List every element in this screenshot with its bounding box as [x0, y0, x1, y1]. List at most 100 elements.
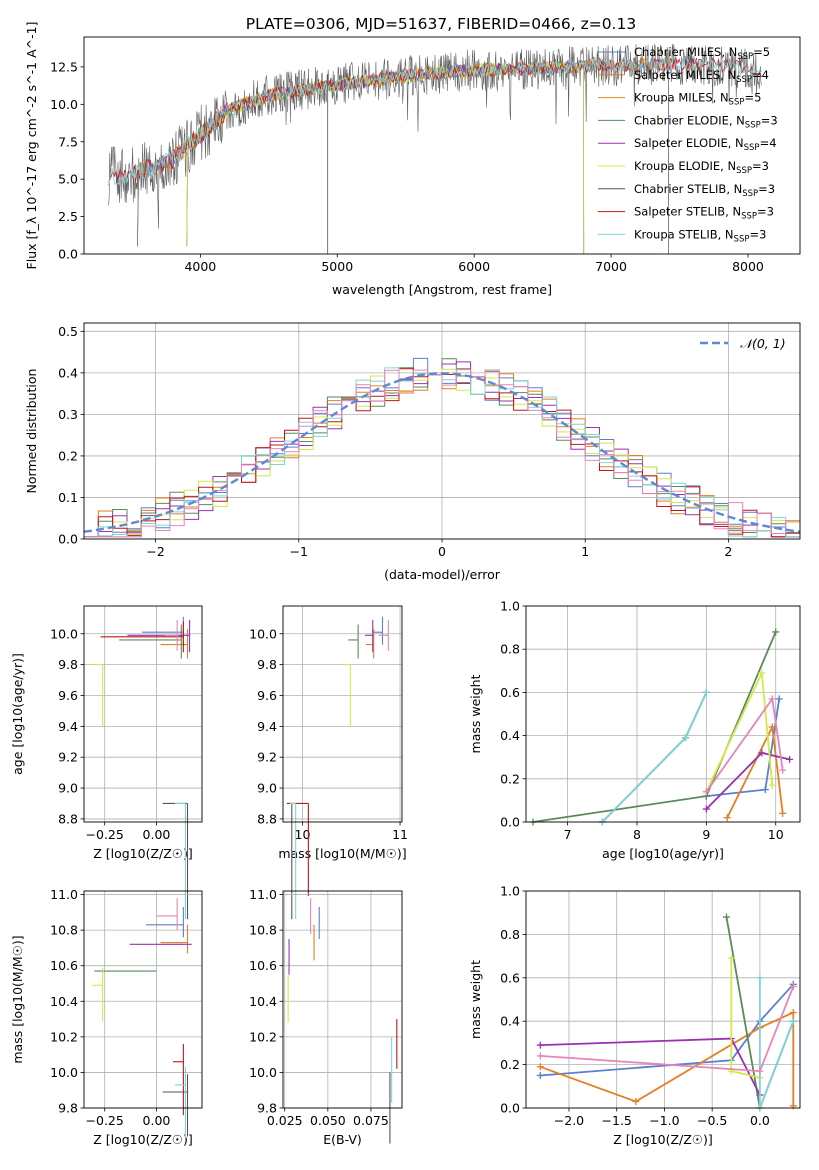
x-tick-label: 2	[724, 544, 732, 559]
legend-label-n: =4	[760, 136, 777, 150]
y-axis-label: Flux [f_λ 10^-17 erg cm^-2 s^-1 A^-1]	[24, 22, 39, 270]
x-tick-label: 6000	[458, 259, 490, 274]
x-tick-label: 0.0	[750, 1113, 770, 1128]
y-tick-label: 10.0	[50, 1065, 78, 1080]
weight-point-marker	[756, 974, 764, 982]
weight-point-marker	[779, 766, 787, 774]
x-tick-label: 1	[581, 544, 589, 559]
weight-point-marker	[768, 695, 776, 703]
y-tick-label: 0.8	[500, 927, 520, 942]
spectrum-series-line	[108, 57, 763, 186]
y-tick-label: 1.0	[500, 599, 520, 614]
legend-label: Kroupa MILES, NSSP=5	[634, 91, 761, 108]
weight-point-marker	[756, 1067, 764, 1075]
y-tick-label: 0.8	[500, 642, 520, 657]
weight-point-marker	[536, 1071, 544, 1079]
y-tick-label: 0.3	[58, 407, 78, 422]
y-axis-label: mass weight	[468, 960, 483, 1039]
legend-label: Kroupa STELIB, NSSP=3	[634, 227, 766, 244]
legend-label-text: Kroupa ELODIE, N	[634, 159, 736, 173]
x-tick-label: 10	[768, 827, 784, 842]
x-tick-label: 7	[564, 827, 572, 842]
x-axis-label: age [log10(age/yr)]	[602, 846, 724, 861]
legend-label-text: Salpeter ELODIE, N	[634, 136, 744, 150]
y-tick-label: 0.2	[58, 448, 78, 463]
y-tick-label: 1.0	[500, 884, 520, 899]
figure-title: PLATE=0306, MJD=51637, FIBERID=0466, z=0…	[246, 15, 636, 33]
axes-frame	[525, 605, 801, 823]
y-tick-label: 9.8	[58, 1101, 78, 1116]
weight-point-marker	[758, 749, 766, 757]
legend-label-text: Chabrier MILES, N	[634, 45, 737, 59]
y-tick-label: 9.8	[257, 657, 277, 672]
x-axis-label: Z [log10(Z/Z☉)]	[93, 846, 193, 861]
x-tick-label: 10	[295, 827, 311, 842]
legend-label-n: =5	[744, 91, 761, 105]
y-tick-label: 9.8	[257, 1101, 277, 1116]
x-tick-label: −1.5	[602, 1113, 632, 1128]
x-tick-label: −1	[290, 544, 308, 559]
y-tick-label: 0.6	[500, 685, 520, 700]
legend-label-sub: SSP	[736, 75, 752, 85]
weight-series-line	[726, 723, 784, 819]
axes-frame	[525, 890, 801, 1109]
y-tick-label: 8.8	[257, 811, 277, 826]
weight-series-line	[601, 692, 708, 823]
legend-label: Salpeter STELIB, NSSP=3	[634, 205, 774, 222]
weight-point-marker	[789, 1017, 797, 1025]
y-tick-label: 2.5	[58, 209, 78, 224]
legend-label-n: =3	[752, 159, 769, 173]
legend-label-n: =3	[758, 182, 775, 196]
x-tick-label: 9	[702, 827, 710, 842]
y-tick-label: 0.4	[500, 1014, 520, 1029]
y-tick-label: 0.0	[500, 1101, 520, 1116]
legend-label-sub: SSP	[742, 189, 758, 199]
legend-label-n: =5	[753, 45, 770, 59]
legend-label-text: Salpeter STELIB, N	[634, 205, 741, 219]
y-tick-label: 0.6	[500, 970, 520, 985]
y-tick-label: 10.8	[50, 923, 78, 938]
x-tick-label: 11	[392, 827, 408, 842]
y-tick-label: 5.0	[58, 172, 78, 187]
metallicity-mass-plot: −0.25 0.00 9.8 10.0 10.2 10.4 10.6 10.8 11.0 Z [l…	[10, 887, 203, 1147]
weight-point-marker	[536, 1063, 544, 1071]
legend-label: Salpeter MILES, NSSP=4	[634, 68, 769, 85]
legend-label-text: Kroupa STELIB, N	[634, 227, 734, 241]
extinction-mass-plot: 0.025 0.050 0.075 9.8 10.0 10.2 10.4 10.6 10.8 11…	[249, 887, 403, 1147]
legend-label: Chabrier ELODIE, NSSP=3	[634, 113, 778, 130]
y-tick-label: 10.2	[50, 1029, 78, 1044]
y-tick-label: 10.2	[249, 1029, 277, 1044]
y-tick-label: 10.4	[249, 994, 277, 1009]
x-tick-label: 8000	[732, 259, 764, 274]
weight-point-marker	[758, 669, 766, 677]
weight-point-marker	[702, 788, 710, 796]
x-tick-label: 8	[633, 827, 641, 842]
y-tick-label: 10.0	[249, 626, 277, 641]
weight-point-marker	[682, 734, 690, 742]
y-tick-label: 9.4	[257, 719, 277, 734]
y-tick-label: 10.8	[249, 923, 277, 938]
legend-label-text: Salpeter MILES, N	[634, 68, 736, 82]
x-tick-label: 0.050	[310, 1113, 346, 1128]
y-tick-label: 11.0	[249, 887, 277, 902]
x-axis-label: mass [log10(M/M☉)]	[278, 846, 406, 861]
weight-point-marker	[789, 1009, 797, 1017]
legend-label: Salpeter ELODIE, NSSP=4	[634, 136, 777, 153]
spectrum-series-line	[137, 57, 669, 254]
y-tick-label: 0.0	[500, 815, 520, 830]
legend-label: Chabrier STELIB, NSSP=3	[634, 182, 775, 199]
weight-point-marker	[775, 695, 783, 703]
x-tick-label: 5000	[321, 259, 353, 274]
y-tick-label: 0.5	[58, 324, 78, 339]
weight-point-marker	[536, 1052, 544, 1060]
x-axis-label: E(B-V)	[323, 1132, 362, 1147]
x-tick-label: −0.25	[86, 1113, 124, 1128]
y-tick-label: 0.4	[58, 365, 78, 380]
x-tick-label: −0.5	[697, 1113, 727, 1128]
legend-label-sub: SSP	[741, 212, 757, 222]
x-axis-label: wavelength [Angstrom, rest frame]	[332, 282, 552, 297]
legend-label-sub: SSP	[729, 98, 745, 108]
x-axis-label: Z [log10(Z/Z☉)]	[93, 1132, 193, 1147]
y-tick-label: 0.0	[58, 247, 78, 262]
